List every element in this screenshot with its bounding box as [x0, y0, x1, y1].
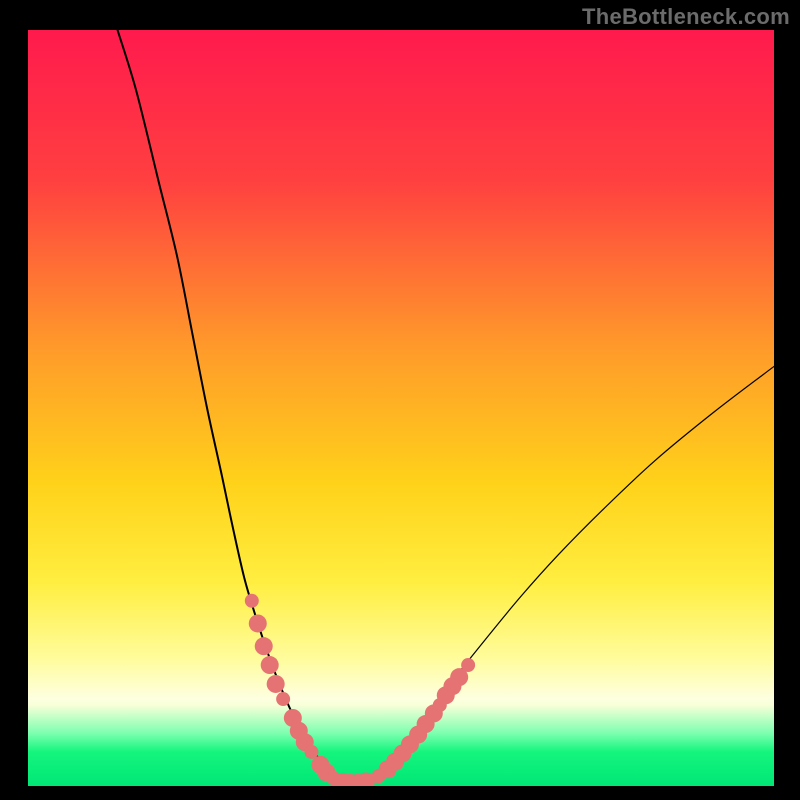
scatter-point	[255, 637, 273, 655]
frame: TheBottleneck.com	[0, 0, 800, 800]
scatter-point	[245, 594, 259, 608]
chart-background	[28, 30, 774, 786]
scatter-point	[249, 614, 267, 632]
scatter-point	[261, 656, 279, 674]
plot-area	[28, 30, 774, 786]
scatter-point	[461, 658, 475, 672]
chart-svg	[28, 30, 774, 786]
attribution-text: TheBottleneck.com	[582, 4, 790, 30]
scatter-point	[276, 692, 290, 706]
scatter-point	[267, 675, 285, 693]
